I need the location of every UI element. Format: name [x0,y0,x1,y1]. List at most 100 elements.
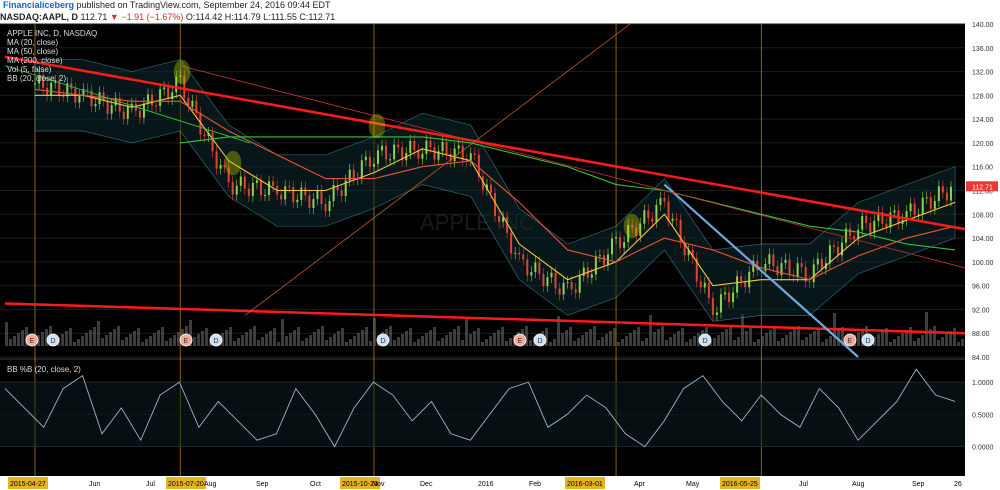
price-tick-label: 88.00 [972,331,990,338]
candle-body [849,228,852,236]
candle-body [82,89,85,96]
candle-body [308,195,311,208]
candle-body [873,220,876,233]
volume-bar [437,341,440,346]
price-tick-label: 132.00 [972,70,994,77]
volume-bar [797,326,800,346]
time-axis-label: May [686,481,700,488]
price-tick-label: 84.00 [972,355,990,362]
time-axis-label: Jul [799,481,808,488]
candle-body [243,176,246,189]
candle-body [437,151,440,160]
time-axis-label: 2016-03-01 [567,481,603,488]
event-marker-label: E [184,338,189,345]
candle-body [534,262,537,273]
candle-body [832,245,835,247]
price-tick-label: 92.00 [972,307,990,314]
legend-entry: APPLE INC, D, NASDAQ [7,29,97,38]
pb-tick-label: 0.0000 [972,445,994,452]
event-marker-label: D [214,338,219,345]
candle-body [264,195,266,197]
candle-body [728,292,731,303]
candle-body [409,140,412,154]
candle-body [522,254,525,260]
high-value: H:114.79 [224,12,261,22]
volume-bar [789,332,792,346]
volume-bar [297,327,300,346]
volume-bar [489,336,492,346]
volume-bar [889,342,892,346]
candle-body [881,212,884,224]
volume-bar [401,334,404,346]
volume-bar [289,333,292,346]
publisher-name[interactable]: Financialiceberg [3,0,75,10]
candle-body [538,262,541,274]
candle-body [421,153,424,159]
candle-body [578,275,581,293]
candle-body [836,246,839,256]
event-marker-label: D [538,338,543,345]
candle-body [445,141,448,154]
volume-bar [681,328,684,346]
candle-body [816,258,819,265]
candle-body [187,98,190,107]
highlight-ellipse [623,213,641,239]
candle-body [598,255,601,257]
time-axis-label: Feb [529,481,541,488]
volume-bar [781,338,784,346]
candle-body [255,180,258,183]
event-marker-badge [25,333,39,347]
volume-bar [73,342,76,346]
volume-bar [121,340,124,346]
volume-bar [905,330,908,346]
candle-body [199,112,202,135]
volume-bar [61,334,64,346]
candle-body [748,271,751,288]
candle-body [756,260,759,271]
upper-trendline [4,55,966,231]
candle-body [300,187,303,200]
date-highlight [8,477,48,489]
time-axis-label: Sep [912,481,925,488]
volume-bar [337,331,340,346]
price-tick-label: 136.00 [972,46,994,53]
volume-bar [873,337,876,346]
volume-bar [917,338,920,346]
volume-bar [577,338,580,346]
candle-body [122,111,125,119]
event-marker-label: D [866,338,871,345]
volume-bar [785,335,788,346]
volume-bar [509,338,512,346]
candle-body [376,150,379,164]
volume-bar [97,321,100,346]
volume-bar [169,338,172,346]
time-axis-label: 2015-04-27 [10,481,46,488]
candle-body [90,90,93,107]
publish-header: Financialiceberg published on TradingVie… [0,0,1000,12]
candle-body [453,148,456,162]
event-marker-d: D [533,333,547,347]
event-marker-badge [698,333,712,347]
price-tick-label: 116.00 [972,165,993,172]
volume-bar [901,333,904,346]
volume-bar [821,342,824,346]
candle-body [336,185,339,191]
volume-bar [909,327,912,346]
time-axis-label: 2016-05-25 [722,481,758,488]
volume-bar [193,337,196,346]
candle-body [203,134,206,137]
candle-body [207,132,210,137]
event-marker-d: D [46,333,60,347]
volume-bar [829,336,832,346]
open-value: O:114.42 [185,12,223,22]
event-marker-badge [513,333,527,347]
volume-bar [393,340,396,346]
candle-body [546,277,549,287]
volume-bar [313,332,316,346]
volume-bar [177,332,180,346]
time-axis-label: Jul [146,481,155,488]
volume-bar [233,341,236,346]
candle-body [715,312,718,315]
volume-bar [285,336,288,346]
